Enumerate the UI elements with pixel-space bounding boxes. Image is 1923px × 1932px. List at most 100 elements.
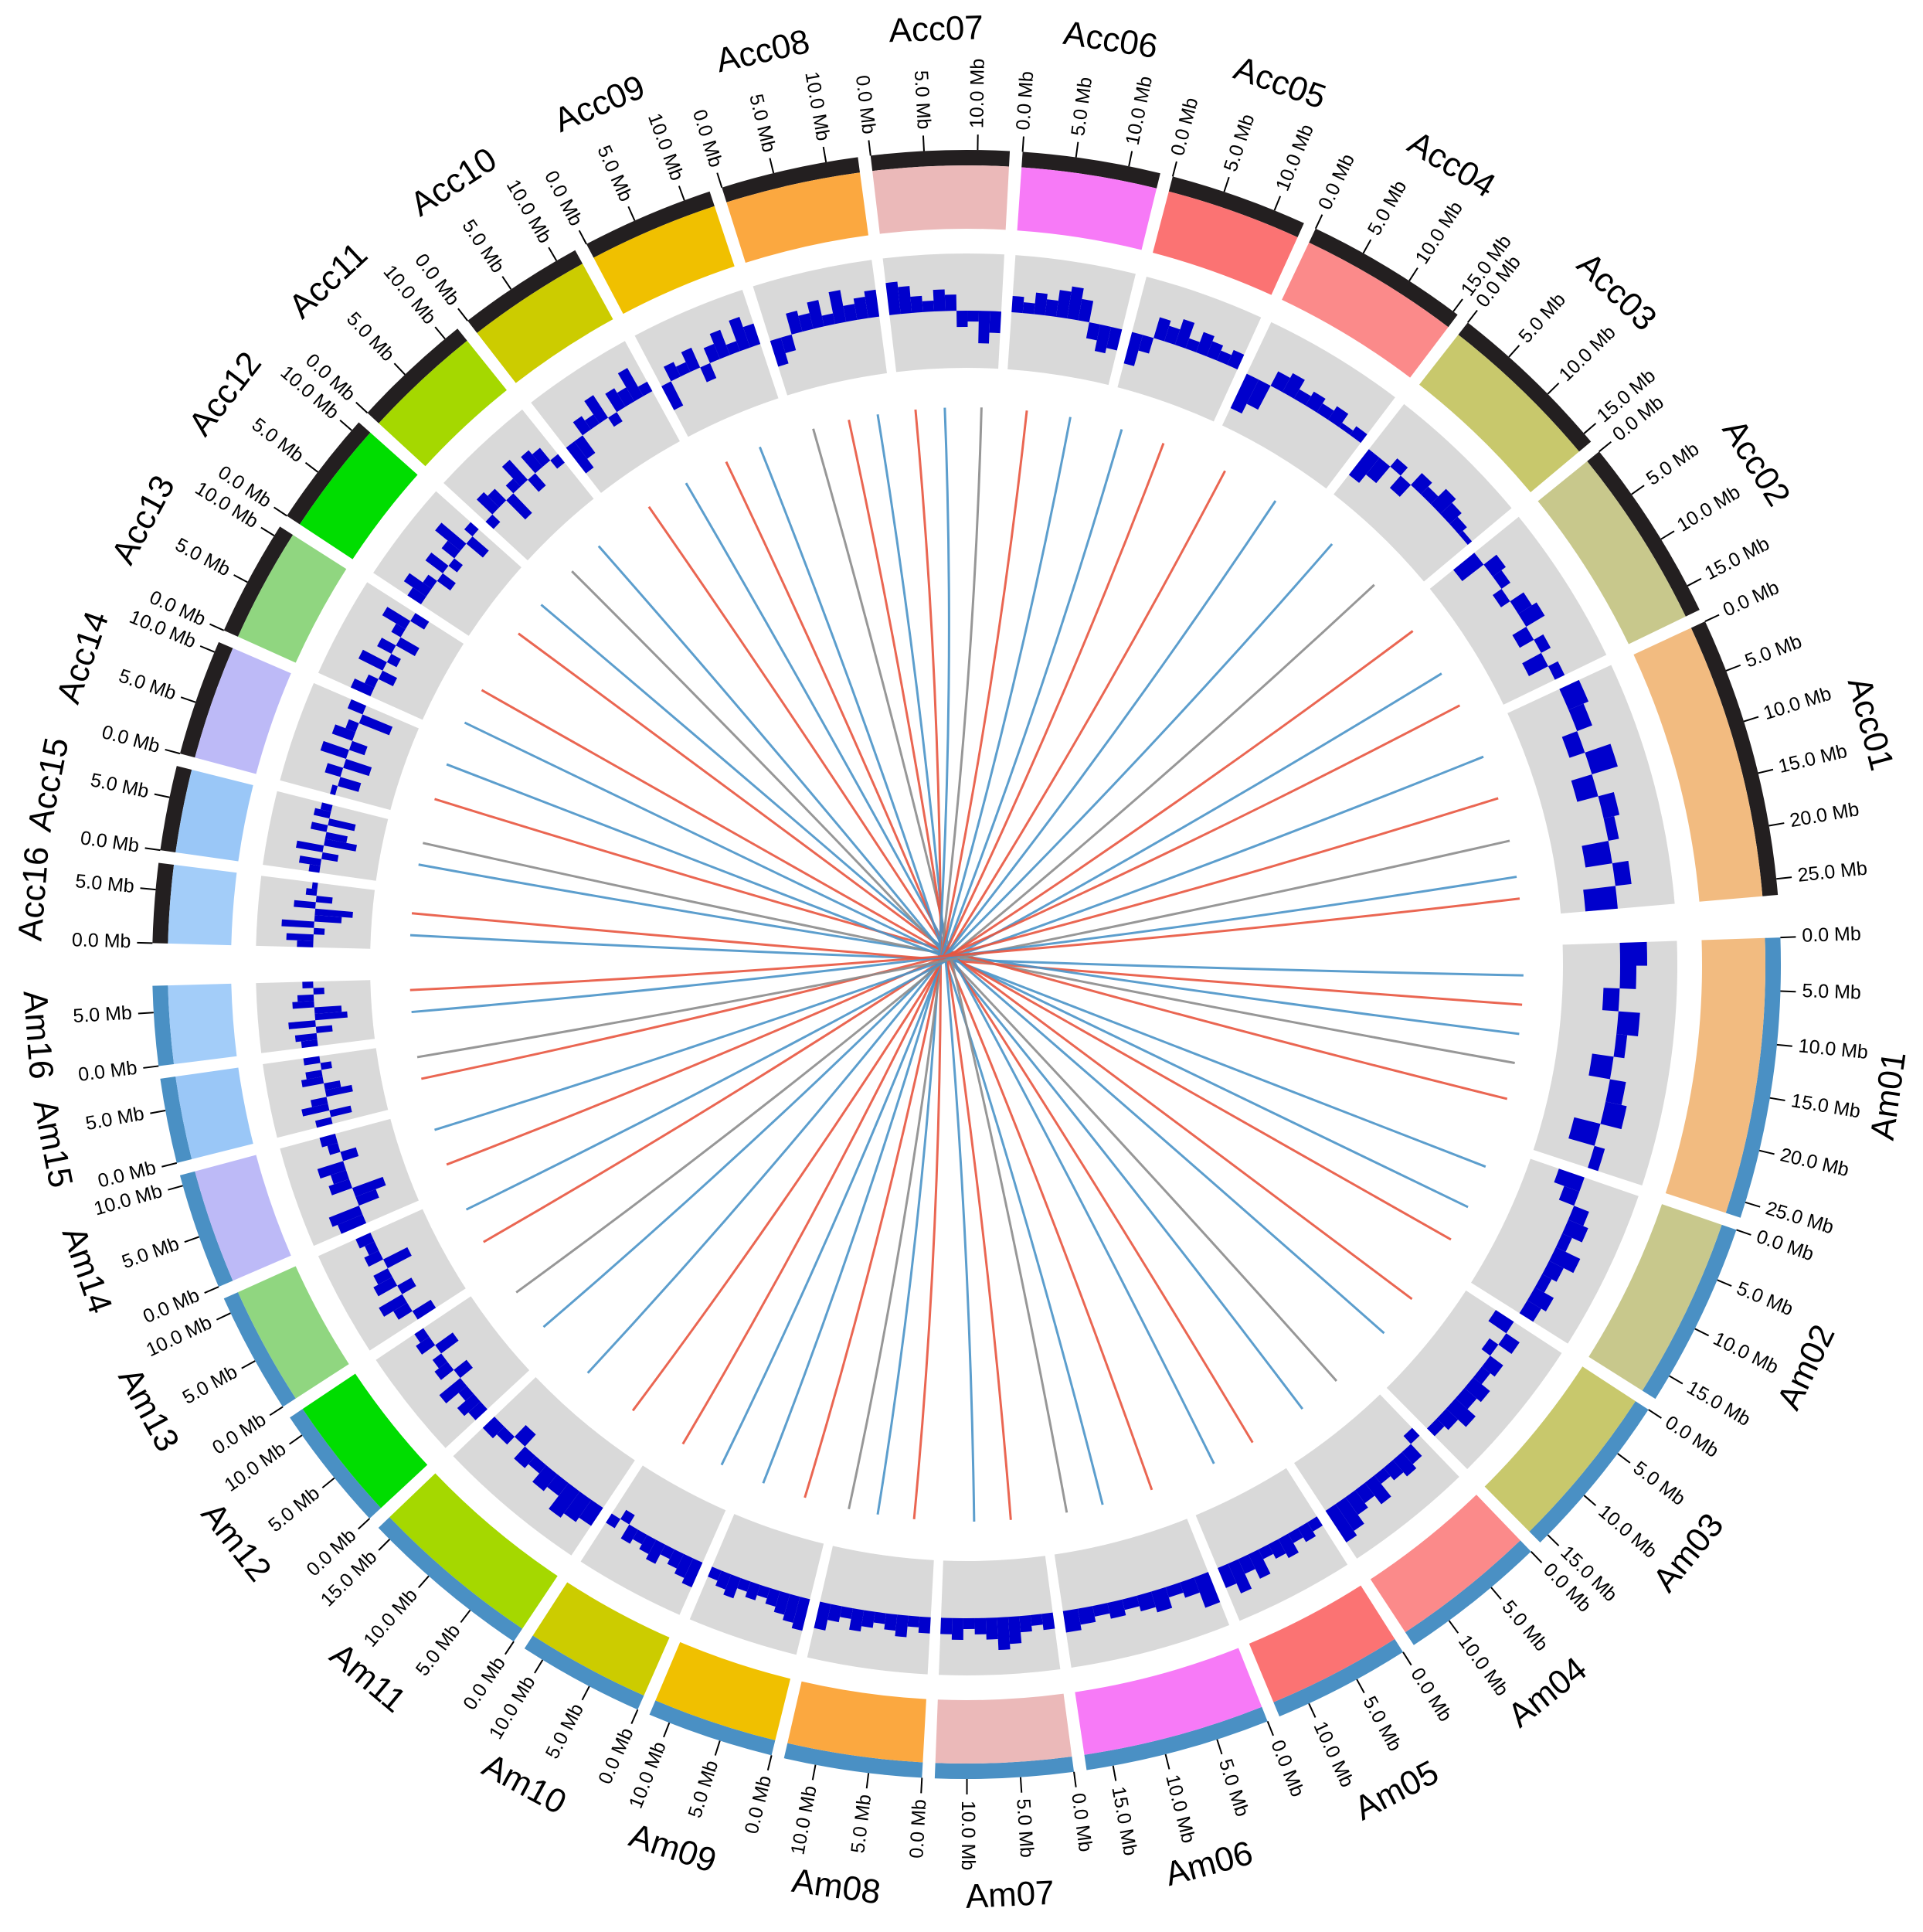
tick-mark	[501, 276, 512, 290]
density-bar	[286, 933, 314, 941]
density-bar	[328, 1206, 363, 1227]
density-bar	[1559, 679, 1589, 710]
density-bar	[1185, 338, 1200, 352]
density-bar	[617, 387, 635, 407]
density-bar	[579, 1499, 603, 1526]
density-track-bg	[882, 253, 1004, 372]
density-bar	[314, 1005, 342, 1014]
density-bar	[1519, 1300, 1541, 1322]
tick-mark	[714, 1740, 721, 1756]
density-bar	[951, 1617, 963, 1640]
density-bar	[1138, 335, 1154, 354]
density-bar	[756, 1584, 770, 1599]
density-bar	[1571, 774, 1599, 802]
density-track-bg	[373, 491, 522, 636]
density-bar	[1403, 1427, 1420, 1444]
genome-ring	[367, 328, 467, 423]
genome-ring	[1405, 1540, 1531, 1645]
tick-mark	[1466, 309, 1478, 323]
density-bar	[514, 1446, 536, 1468]
chromosome-band	[299, 432, 418, 560]
density-bar	[281, 919, 314, 928]
density-bar	[1270, 371, 1290, 393]
density-bar	[1392, 1451, 1417, 1477]
tick-mark	[1490, 1587, 1502, 1600]
density-bar	[821, 313, 835, 327]
density-bar	[1562, 1219, 1588, 1243]
tick-mark	[1171, 161, 1177, 177]
tick-mark	[1758, 768, 1774, 774]
density-bar	[457, 1393, 481, 1417]
density-bar	[528, 473, 546, 492]
density-bar	[617, 368, 644, 402]
density-bar	[434, 1362, 454, 1380]
density-bar	[319, 1134, 338, 1148]
density-bar	[337, 1214, 367, 1234]
tick-mark	[184, 1236, 200, 1243]
density-bar	[1602, 988, 1620, 1012]
genome-ring	[160, 1077, 192, 1163]
density-bar	[639, 1535, 657, 1555]
density-bar	[311, 882, 318, 889]
density-bar	[1453, 553, 1484, 581]
density-bar	[501, 459, 528, 487]
density-bar	[320, 1061, 332, 1070]
density-bar	[1364, 1475, 1391, 1505]
tick-mark	[209, 623, 225, 631]
density-bar	[1430, 488, 1456, 515]
density-bar	[708, 1566, 722, 1581]
density-bar	[1007, 1616, 1022, 1645]
tick-mark	[378, 1539, 391, 1551]
density-bar	[1518, 602, 1545, 628]
density-bar	[770, 337, 789, 367]
density-bar	[1348, 449, 1380, 483]
density-bar	[314, 908, 353, 918]
density-bar	[1558, 1185, 1580, 1206]
density-bar	[884, 1613, 898, 1631]
density-bar	[338, 777, 362, 792]
density-bar	[681, 347, 701, 372]
tick-label: 10.0 Mb	[966, 59, 988, 129]
density-bar	[1588, 1053, 1614, 1080]
density-bar	[715, 1570, 732, 1590]
synteny-link	[421, 797, 1499, 1080]
tick-mark	[922, 135, 925, 151]
density-bar	[1603, 815, 1619, 841]
density-bar	[1512, 627, 1534, 648]
density-bar	[967, 311, 980, 322]
tick-mark	[165, 748, 181, 755]
density-bar	[294, 900, 316, 909]
density-bar	[521, 450, 543, 474]
density-bar	[729, 317, 750, 352]
density-bar	[807, 300, 824, 329]
density-bar	[1055, 290, 1072, 319]
density-bar	[1227, 349, 1245, 370]
density-bar	[378, 670, 397, 686]
density-bar	[320, 740, 349, 759]
density-bar	[1078, 1606, 1096, 1625]
density-bar	[317, 1161, 346, 1179]
chromosome-band	[389, 1473, 558, 1629]
density-bar	[298, 855, 322, 866]
density-bar	[364, 674, 379, 688]
density-bar	[1582, 840, 1612, 868]
tick-mark	[1599, 440, 1612, 453]
links	[409, 407, 1524, 1522]
density-bar	[324, 1080, 341, 1090]
density-bar	[814, 1601, 831, 1631]
density-bar	[288, 1020, 316, 1029]
tick-mark	[204, 1286, 219, 1294]
density-bar	[1248, 1549, 1271, 1579]
density-bar	[765, 1587, 780, 1607]
tick-mark	[1273, 196, 1282, 211]
chromosome-band	[195, 1155, 291, 1281]
density-bar	[1401, 1444, 1422, 1464]
tick-mark	[630, 1709, 639, 1724]
density-bar	[407, 587, 426, 605]
density-bar	[1228, 1559, 1252, 1594]
density-bar	[1011, 296, 1024, 314]
genome-ring	[1725, 937, 1781, 1218]
density-bar	[315, 896, 333, 904]
density-bar	[1153, 317, 1171, 342]
tick-mark	[868, 140, 871, 156]
